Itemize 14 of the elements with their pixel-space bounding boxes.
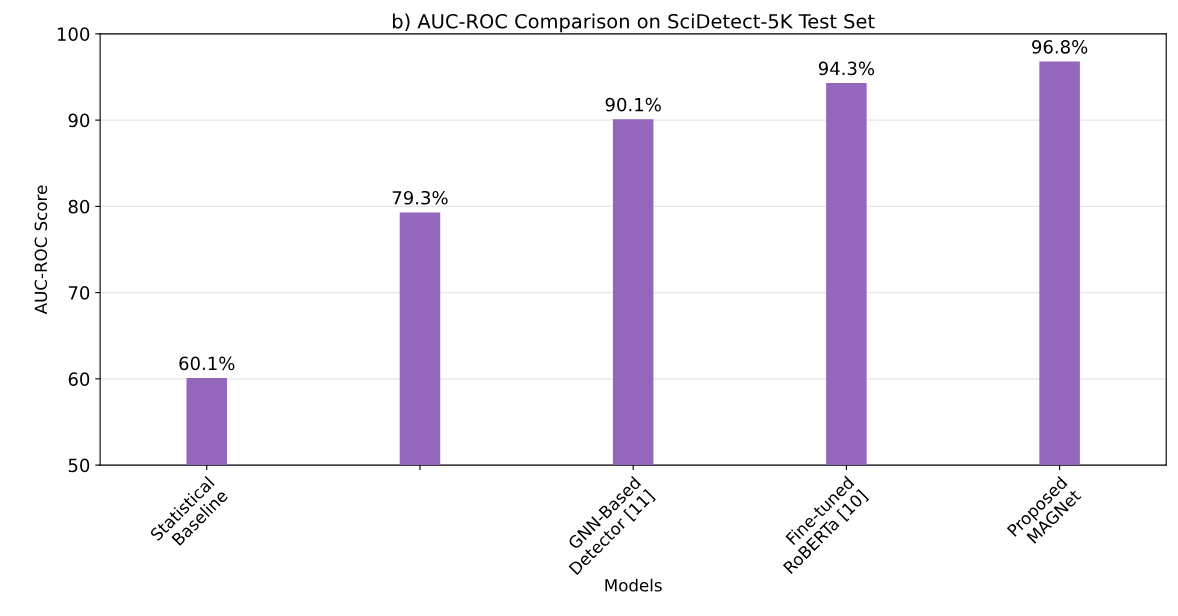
data-label: 60.1% xyxy=(179,356,235,371)
data-label: 94.3% xyxy=(818,61,875,76)
data-label: 96.8% xyxy=(1032,40,1088,54)
y-axis-title: AUC-ROC Score xyxy=(34,185,48,315)
data-label: 90.1% xyxy=(605,97,661,112)
data-label: 79.3% xyxy=(392,190,448,205)
chart-title: b) AUC-ROC Comparison on SciDetect-5K Test Set xyxy=(393,13,875,33)
y-tick-label: 90 xyxy=(68,113,90,128)
y-tick-label: 60 xyxy=(68,372,90,386)
y-tick-label: 70 xyxy=(68,286,90,300)
y-tick-label: 80 xyxy=(68,199,90,214)
y-tick-label: 100 xyxy=(57,27,90,41)
y-tick-label: 50 xyxy=(68,458,90,473)
x-axis-title: Models xyxy=(605,578,662,592)
